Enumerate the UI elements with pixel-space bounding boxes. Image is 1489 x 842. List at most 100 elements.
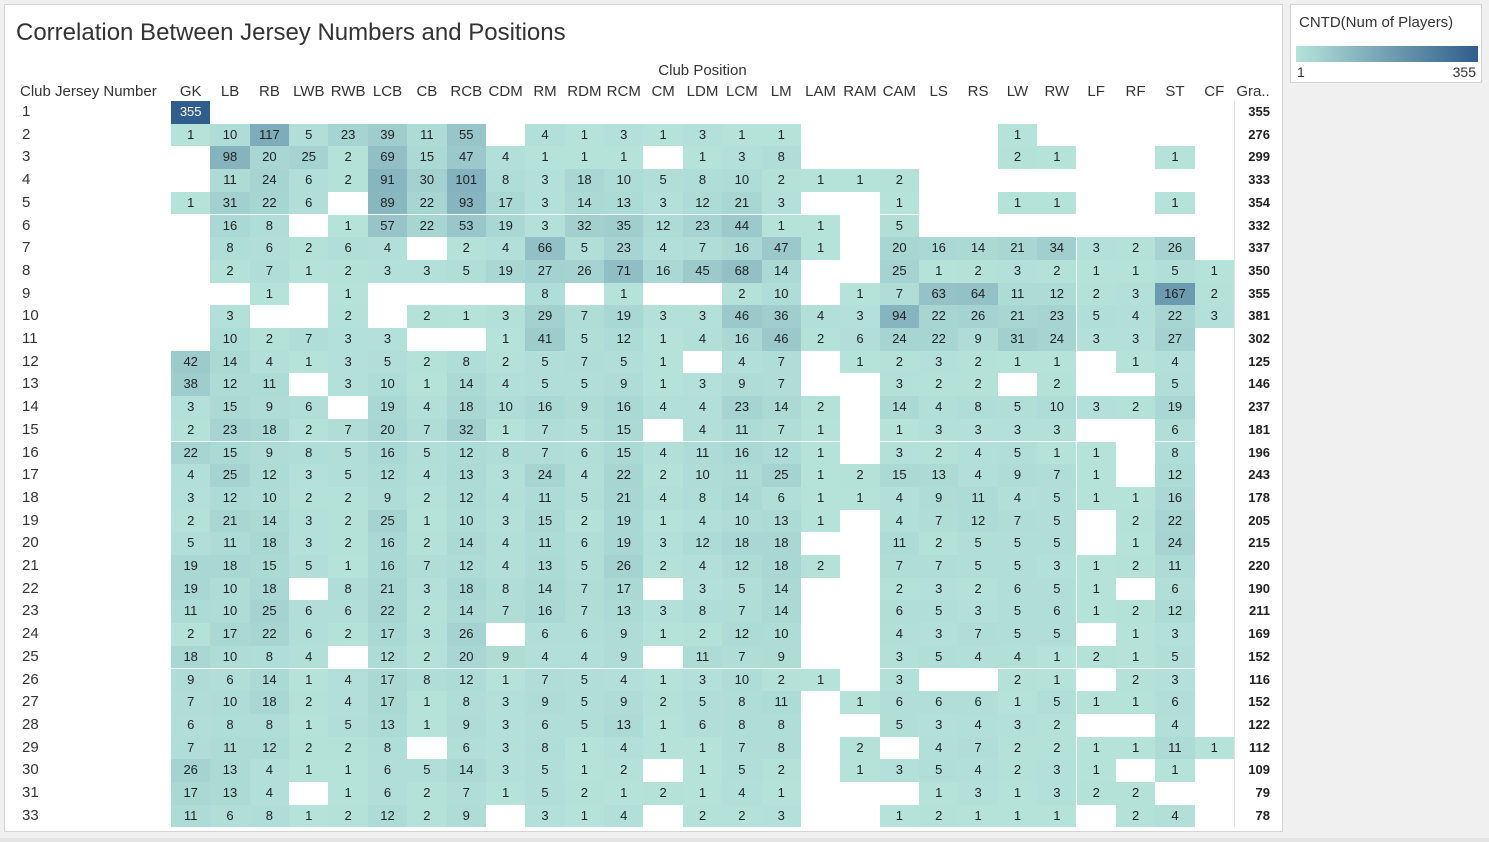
heatmap-cell[interactable]: 2	[210, 259, 250, 283]
heatmap-cell[interactable]: 3	[879, 373, 920, 397]
heatmap-cell[interactable]: 25	[289, 146, 329, 170]
heatmap-cell[interactable]: 5	[879, 214, 920, 238]
heatmap-cell[interactable]: 4	[722, 350, 762, 374]
heatmap-cell[interactable]: 1	[997, 350, 1038, 374]
heatmap-cell[interactable]: 1	[997, 804, 1038, 828]
row-label[interactable]: 23	[22, 602, 39, 620]
heatmap-cell[interactable]: 22	[919, 328, 959, 351]
heatmap-cell[interactable]: 9	[604, 623, 644, 646]
heatmap-cell[interactable]: 8	[682, 169, 723, 192]
heatmap-cell[interactable]: 25	[761, 464, 801, 487]
heatmap-cell[interactable]: 21	[367, 577, 408, 601]
heatmap-cell[interactable]: 63	[919, 282, 959, 306]
column-header-rs[interactable]: RS	[967, 83, 989, 100]
heatmap-cell[interactable]: 8	[289, 441, 329, 465]
heatmap-cell[interactable]: 2	[407, 532, 447, 555]
heatmap-cell[interactable]: 6	[564, 441, 605, 465]
column-header-rw[interactable]: RW	[1044, 83, 1070, 100]
heatmap-cell[interactable]: 5	[643, 169, 683, 192]
row-total[interactable]: 215	[1248, 535, 1270, 551]
heatmap-cell[interactable]: 3	[289, 464, 329, 487]
heatmap-cell[interactable]: 15	[210, 441, 250, 465]
heatmap-cell[interactable]: 3	[485, 736, 526, 760]
heatmap-cell[interactable]: 2	[564, 509, 605, 533]
heatmap-cell[interactable]: 3	[1037, 418, 1077, 442]
heatmap-cell[interactable]: 4	[1155, 804, 1195, 828]
heatmap-cell[interactable]: 4	[604, 736, 644, 760]
heatmap-cell[interactable]: 5	[997, 396, 1038, 419]
heatmap-cell[interactable]: 6	[840, 328, 880, 351]
heatmap-cell[interactable]: 7	[958, 736, 998, 760]
heatmap-cell[interactable]: 8	[761, 146, 801, 170]
heatmap-cell[interactable]: 17	[367, 668, 408, 692]
heatmap-cell[interactable]: 2	[1115, 782, 1156, 805]
heatmap-cell[interactable]: 3	[485, 713, 526, 737]
row-label[interactable]: 12	[22, 352, 39, 370]
heatmap-cell[interactable]: 15	[525, 509, 565, 533]
heatmap-cell[interactable]: 1	[407, 509, 447, 533]
heatmap-cell[interactable]: 9	[761, 645, 801, 669]
heatmap-cell[interactable]: 8	[249, 645, 290, 669]
heatmap-cell[interactable]: 3	[1155, 623, 1195, 646]
heatmap-cell[interactable]: 16	[367, 441, 408, 465]
heatmap-cell[interactable]: 11	[210, 736, 250, 760]
heatmap-cell[interactable]: 3	[879, 645, 920, 669]
heatmap-cell[interactable]: 2	[289, 237, 329, 260]
heatmap-cell[interactable]: 2	[879, 350, 920, 374]
heatmap-cell[interactable]: 10	[1037, 396, 1077, 419]
heatmap-cell[interactable]: 1	[171, 191, 211, 215]
column-header-lcm[interactable]: LCM	[726, 83, 758, 100]
row-total[interactable]: 78	[1255, 807, 1270, 823]
heatmap-cell[interactable]: 71	[604, 259, 644, 283]
row-total[interactable]: 109	[1248, 762, 1270, 778]
heatmap-cell[interactable]: 12	[210, 373, 250, 397]
heatmap-cell[interactable]: 5	[879, 713, 920, 737]
heatmap-cell[interactable]: 5	[564, 668, 605, 692]
heatmap-cell[interactable]: 10	[210, 577, 250, 601]
heatmap-cell[interactable]: 7	[919, 509, 959, 533]
row-total[interactable]: 381	[1248, 308, 1270, 324]
heatmap-cell[interactable]: 45	[682, 259, 723, 283]
heatmap-cell[interactable]: 1	[1037, 350, 1077, 374]
heatmap-cell[interactable]: 3	[1076, 396, 1116, 419]
row-label[interactable]: 25	[22, 647, 39, 665]
heatmap-cell[interactable]: 8	[682, 600, 723, 624]
heatmap-cell[interactable]: 46	[761, 328, 801, 351]
heatmap-cell[interactable]: 18	[446, 577, 486, 601]
heatmap-cell[interactable]: 7	[485, 600, 526, 624]
heatmap-cell[interactable]: 1	[249, 282, 290, 306]
heatmap-cell[interactable]: 12	[958, 509, 998, 533]
heatmap-cell[interactable]: 3	[328, 328, 368, 351]
heatmap-cell[interactable]: 4	[1115, 305, 1156, 328]
heatmap-cell[interactable]: 6	[1155, 418, 1195, 442]
heatmap-cell[interactable]: 10	[249, 486, 290, 510]
heatmap-cell[interactable]: 3	[485, 464, 526, 487]
heatmap-cell[interactable]: 1	[1194, 736, 1234, 760]
heatmap-cell[interactable]: 3	[328, 350, 368, 374]
column-header-rdm[interactable]: RDM	[567, 83, 602, 100]
heatmap-cell[interactable]: 2	[328, 623, 368, 646]
heatmap-cell[interactable]: 1	[328, 759, 368, 782]
row-label[interactable]: 8	[22, 261, 31, 279]
heatmap-cell[interactable]: 1	[800, 668, 841, 692]
heatmap-cell[interactable]: 25	[879, 259, 920, 283]
heatmap-cell[interactable]: 47	[761, 237, 801, 260]
heatmap-cell[interactable]: 2	[1115, 509, 1156, 533]
heatmap-cell[interactable]: 18	[761, 555, 801, 578]
heatmap-cell[interactable]: 1	[1037, 191, 1077, 215]
heatmap-cell[interactable]: 117	[249, 123, 290, 147]
row-label[interactable]: 20	[22, 534, 39, 552]
heatmap-cell[interactable]: 1	[328, 282, 368, 306]
row-label[interactable]: 33	[22, 806, 39, 824]
heatmap-cell[interactable]: 7	[722, 600, 762, 624]
heatmap-cell[interactable]: 13	[604, 600, 644, 624]
heatmap-cell[interactable]: 1	[525, 146, 565, 170]
heatmap-cell[interactable]: 355	[171, 101, 211, 124]
row-total[interactable]: 211	[1249, 603, 1270, 619]
heatmap-cell[interactable]: 69	[367, 146, 408, 170]
heatmap-cell[interactable]: 10	[210, 645, 250, 669]
heatmap-cell[interactable]: 7	[722, 645, 762, 669]
heatmap-cell[interactable]: 1	[1155, 146, 1195, 170]
heatmap-cell[interactable]: 6	[958, 691, 998, 714]
column-header-ldm[interactable]: LDM	[686, 83, 719, 100]
